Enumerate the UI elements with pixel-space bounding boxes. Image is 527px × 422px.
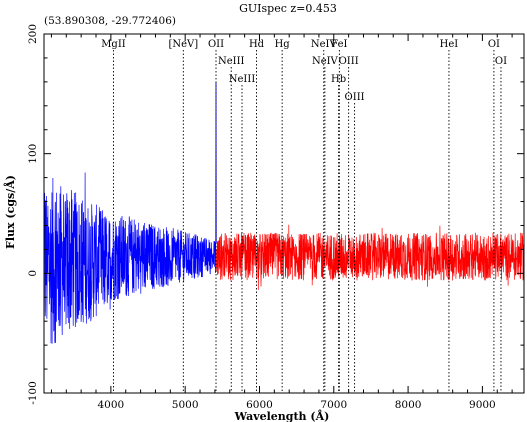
y-tick-label-0: 0	[27, 270, 39, 277]
annotation-label-13: HeI	[440, 39, 459, 50]
x-tick-label-4000: 4000	[98, 399, 125, 411]
x-tick-label-9000: 9000	[469, 399, 496, 411]
x-axis-title: Wavelength (Å)	[234, 409, 330, 422]
annotation-label-2: OII	[208, 39, 224, 50]
annotation-label-4: NeIII	[229, 74, 256, 85]
annotation-label-14: OI	[488, 39, 500, 50]
annotation-label-0: MgII	[101, 39, 126, 50]
series-line-1	[216, 224, 525, 290]
y-axis-title: Flux (cgs/Å)	[3, 175, 17, 249]
chart-subtitle: (53.890308, -29.772406)	[44, 15, 176, 27]
x-tick-label-5000: 5000	[172, 399, 199, 411]
x-tick-label-8000: 8000	[395, 399, 422, 411]
chart-title: GUIspec z=0.453	[239, 2, 337, 15]
y-tick-label-200: 200	[27, 24, 39, 44]
y-tick-label--100: -100	[27, 381, 39, 405]
annotation-label-9: FeI	[331, 39, 347, 50]
x-tick-label-7000: 7000	[320, 399, 347, 411]
annotation-label-10: Hb	[331, 74, 346, 85]
annotation-label-15: OI	[495, 56, 507, 67]
annotation-label-1: [NeV]	[168, 39, 198, 50]
y-tick-label-100: 100	[27, 144, 39, 164]
annotation-label-6: Hg	[275, 39, 291, 50]
x-tick-label-6000: 6000	[246, 399, 273, 411]
annotation-label-12: OIII	[345, 92, 365, 103]
series-line-0	[43, 81, 217, 344]
annotation-label-8: NeIV	[312, 56, 339, 67]
annotation-label-11: OIII	[339, 56, 359, 67]
plot-frame	[43, 33, 525, 394]
annotation-label-5: Hd	[249, 39, 265, 50]
annotation-label-3: NeIII	[218, 56, 245, 67]
annotation-label-7: NeIV	[311, 39, 338, 50]
